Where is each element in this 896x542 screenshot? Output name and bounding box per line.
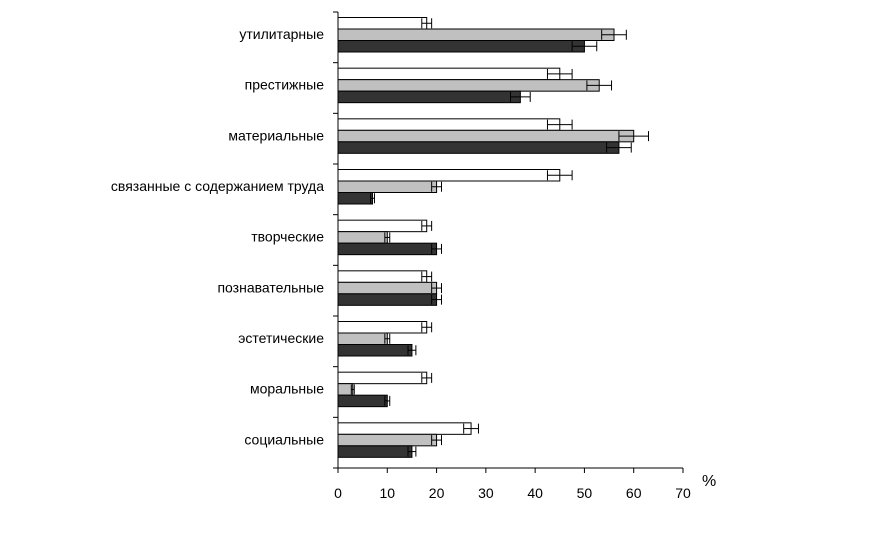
- bar-series-1: [337, 67, 561, 81]
- bar-series-2: [337, 383, 354, 396]
- bar-series-2: [337, 281, 438, 295]
- x-tick-label: 30: [478, 485, 494, 501]
- category-label: познавательные: [217, 279, 324, 295]
- axes-layer: [333, 11, 684, 473]
- category-label: социальные: [244, 431, 324, 447]
- category-labels: утилитарные престижные материальные связанн…: [111, 26, 324, 447]
- bar-series-3: [337, 141, 620, 154]
- bars-layer: [337, 17, 635, 458]
- x-tick-labels: 0 10 20 30 40 50 60 70: [334, 485, 691, 501]
- bar-series-1: [337, 321, 428, 334]
- x-tick-label: 0: [334, 485, 342, 501]
- x-tick-label: 60: [626, 485, 642, 501]
- bar-series-2: [337, 180, 438, 193]
- category-label: утилитарные: [239, 26, 324, 42]
- bar-series-3: [337, 192, 373, 205]
- category-label: творческие: [251, 229, 324, 245]
- bar-series-3: [337, 293, 438, 306]
- bar-series-3: [337, 40, 585, 53]
- x-tick-label: 20: [429, 485, 445, 501]
- bar-series-3: [337, 394, 388, 408]
- x-tick-label: 40: [527, 485, 543, 501]
- bar-series-2: [337, 129, 635, 143]
- bar-series-2: [337, 79, 600, 92]
- bar-series-1: [337, 118, 561, 131]
- bar-series-2: [337, 433, 438, 447]
- bar-series-2: [337, 231, 388, 244]
- bar-series-1: [337, 371, 428, 385]
- x-tick-label: 50: [577, 485, 593, 501]
- bar-series-1: [337, 17, 428, 30]
- bar-series-3: [337, 242, 438, 256]
- bar-series-1: [337, 422, 472, 435]
- x-tick-label: 70: [675, 485, 691, 501]
- x-unit-label: %: [702, 473, 716, 490]
- category-label: эстетические: [238, 330, 324, 346]
- bar-series-2: [337, 28, 615, 41]
- bar-series-3: [337, 90, 521, 104]
- category-label: престижные: [245, 77, 325, 93]
- bar-series-1: [337, 270, 428, 283]
- bar-series-3: [337, 445, 413, 458]
- category-label: моральные: [250, 381, 324, 397]
- x-tick-label: 10: [379, 485, 395, 501]
- category-label: связанные с содержанием труда: [111, 178, 324, 194]
- category-label: материальные: [228, 127, 324, 143]
- error-bars-layer: [350, 18, 649, 457]
- bar-series-3: [337, 344, 413, 357]
- bar-series-1: [337, 169, 561, 182]
- bar-series-1: [337, 219, 428, 233]
- bar-series-2: [337, 332, 388, 345]
